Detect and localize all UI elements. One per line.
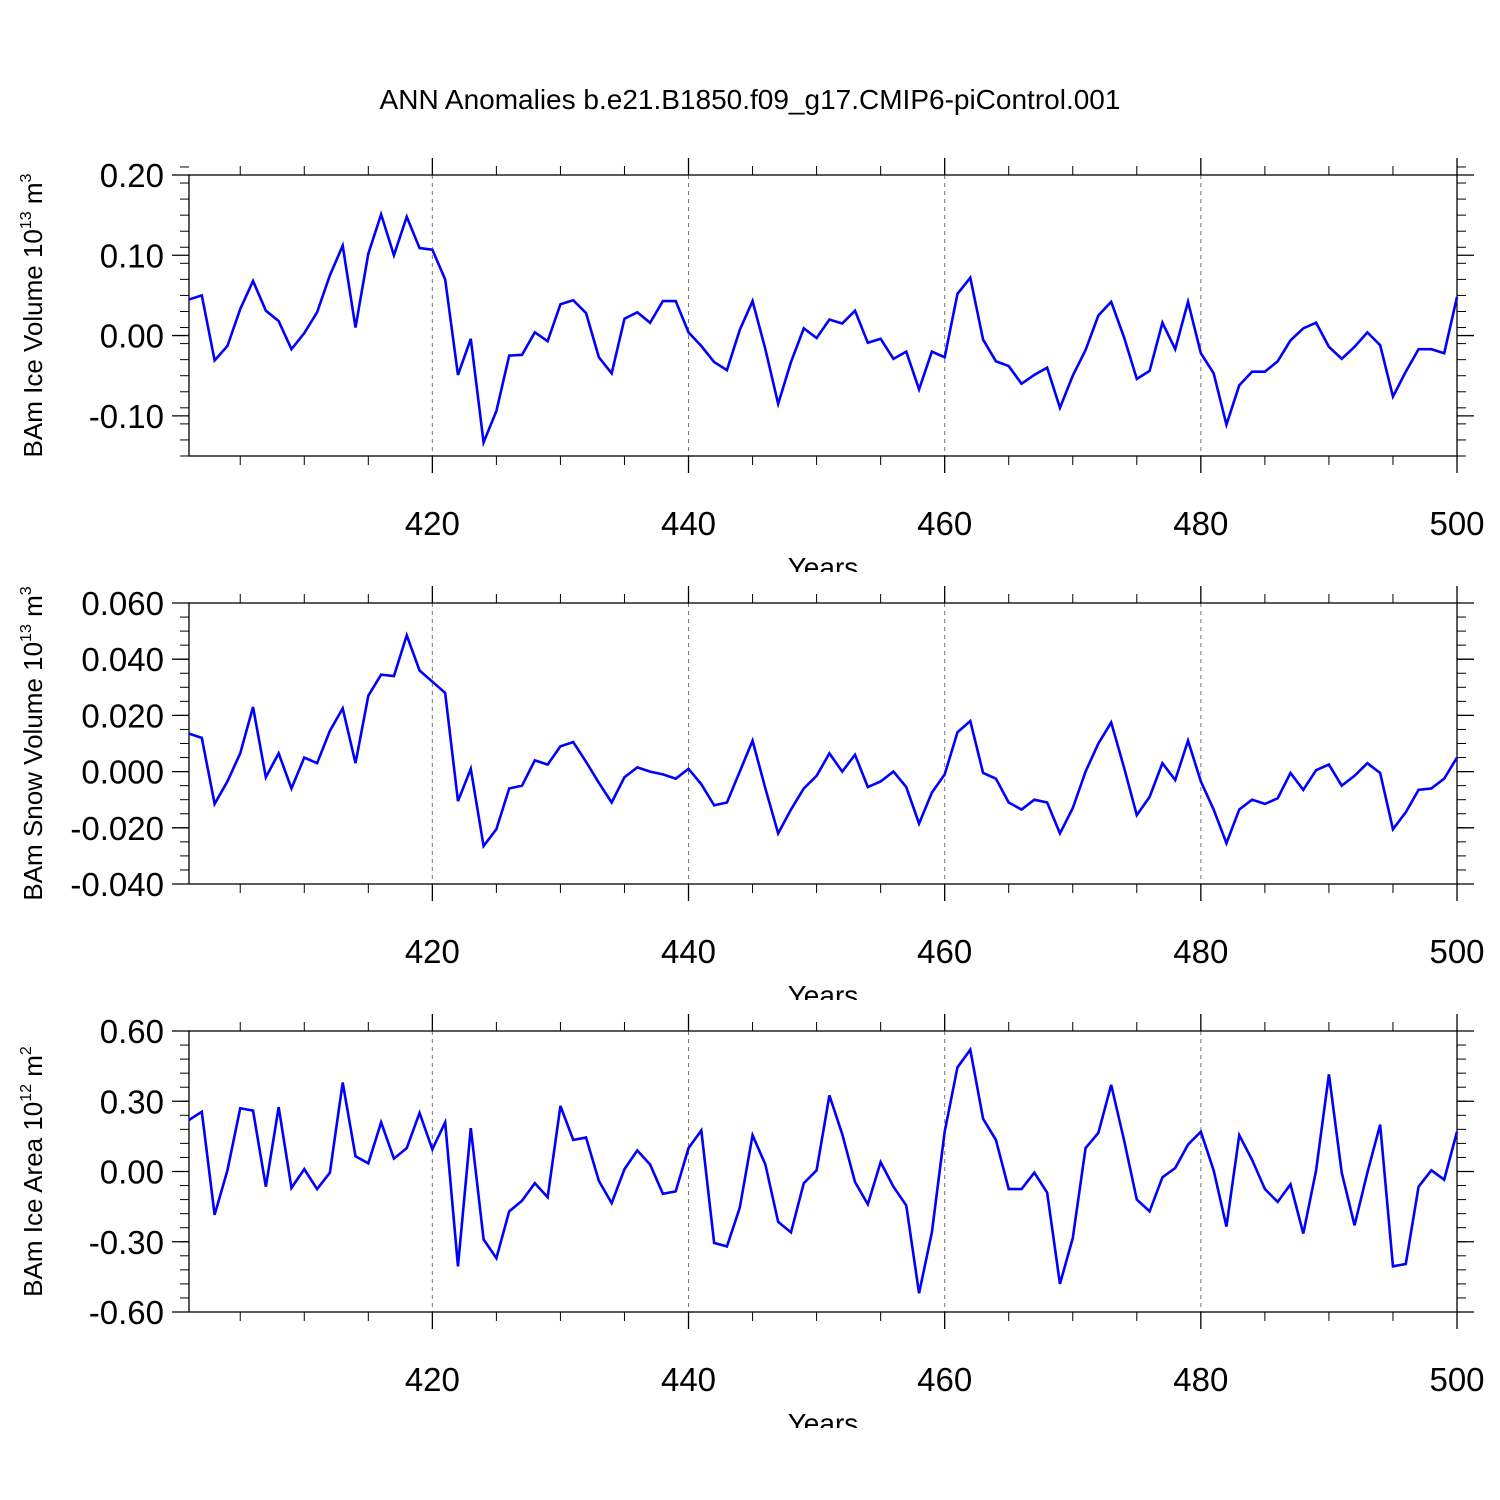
ice-area-y-tick-label: -0.60: [89, 1294, 164, 1331]
ice-volume-x-tick-label: 440: [661, 505, 716, 542]
panel-ice-area: 420 440 460 480 500 -0.60 -0.30 0.00 0.30 0.60 Yea…: [18, 1013, 1485, 1428]
ice-volume-x-axis-title: Years: [788, 552, 859, 572]
snow-volume-y-tick-label: 0.060: [81, 585, 164, 622]
ice-volume-x-minor-ticks: [239, 166, 1394, 465]
snow-volume-x-tick-label: 420: [405, 933, 460, 970]
snow-volume-series-line: [188, 631, 1459, 850]
snow-volume-y-tick-label: 0.000: [81, 754, 164, 791]
ice-area-series-line: [188, 1046, 1459, 1294]
ice-volume-y-minor-ticks: [180, 166, 1466, 457]
snow-volume-x-axis-title: Years: [788, 980, 859, 1000]
ice-volume-series-line: [188, 210, 1459, 448]
ice-volume-plot-frame: [188, 174, 1458, 457]
snow-volume-y-tick-label: 0.020: [81, 697, 164, 734]
ice-volume-y-tick-label: 0.10: [100, 237, 164, 274]
snow-volume-y-minor-ticks: [180, 602, 1466, 885]
snow-volume-x-tick-label: 460: [917, 933, 972, 970]
ice-area-x-minor-ticks: [239, 1022, 1394, 1321]
panel-snow-volume: 420 440 460 480 500 -0.040 -0.020 0.000 0.020 0.0…: [18, 585, 1485, 1000]
snow-volume-x-minor-ticks: [239, 594, 1394, 893]
snow-volume-y-tick-label: 0.040: [81, 641, 164, 678]
ice-area-x-tick-label: 420: [405, 1361, 460, 1398]
snow-volume-y-tick-label: -0.040: [70, 866, 164, 903]
ice-area-x-tick-label: 460: [917, 1361, 972, 1398]
ice-volume-y-tick-label: 0.20: [100, 157, 164, 194]
ice-area-x-tick-label: 480: [1173, 1361, 1228, 1398]
ice-volume-x-tick-label: 420: [405, 505, 460, 542]
ice-volume-y-tick-label: -0.10: [89, 398, 164, 435]
snow-volume-x-tick-label: 500: [1429, 933, 1484, 970]
snow-volume-x-tick-label: 480: [1173, 933, 1228, 970]
ice-area-y-minor-ticks: [180, 1030, 1466, 1313]
ice-area-y-tick-label: 0.00: [100, 1154, 164, 1191]
ice-volume-x-tick-label: 480: [1173, 505, 1228, 542]
snow-volume-x-tick-label: 440: [661, 933, 716, 970]
ice-area-x-tick-label: 500: [1429, 1361, 1484, 1398]
ice-volume-y-tick-label: 0.00: [100, 318, 164, 355]
snow-volume-y-tick-label: -0.020: [70, 810, 164, 847]
ice-area-y-tick-label: 0.60: [100, 1013, 164, 1050]
ice-area-plot-frame: [188, 1030, 1458, 1313]
ice-area-x-axis-title: Years: [788, 1408, 859, 1428]
ice-area-y-tick-label: 0.30: [100, 1083, 164, 1120]
snow-volume-plot-frame: [188, 602, 1458, 885]
ice-area-x-tick-label: 440: [661, 1361, 716, 1398]
figure-title: ANN Anomalies b.e21.B1850.f09_g17.CMIP6-…: [379, 84, 1121, 115]
ice-volume-x-tick-label: 500: [1429, 505, 1484, 542]
ice-volume-y-axis-title: BAm Ice Volume 1013 m3: [18, 173, 48, 457]
panel-ice-volume: 420 440 460 480 500 -0.10 0.00 0.10 0.20 Years BAm…: [18, 157, 1485, 572]
ice-volume-x-tick-label: 460: [917, 505, 972, 542]
snow-volume-y-axis-title: BAm Snow Volume 1013 m3: [18, 586, 48, 900]
ice-area-y-axis-title: BAm Ice Area 1012 m2: [18, 1046, 48, 1297]
ice-area-y-tick-label: -0.30: [89, 1224, 164, 1261]
